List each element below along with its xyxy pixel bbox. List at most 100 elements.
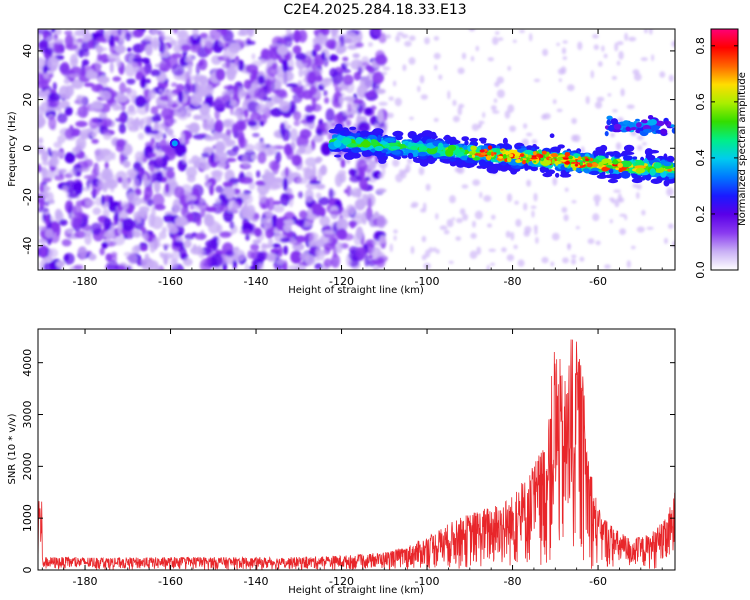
- noise-blob: [482, 112, 486, 118]
- noise-blob: [428, 247, 434, 253]
- spectrogram-x-tick-label: -60: [589, 275, 607, 288]
- echo-blob: [632, 156, 638, 160]
- noise-blob: [198, 84, 211, 97]
- noise-blob: [39, 182, 45, 194]
- noise-blob: [122, 218, 135, 232]
- noise-blob: [659, 71, 666, 78]
- noise-blob: [393, 229, 398, 234]
- noise-blob: [313, 43, 322, 52]
- noise-blob: [272, 89, 281, 94]
- noise-blob: [72, 146, 81, 155]
- spectrogram-y-axis-label: Frequency (Hz): [7, 111, 18, 187]
- noise-blob: [195, 216, 202, 227]
- noise-blob: [323, 90, 328, 97]
- noise-blob: [96, 76, 110, 84]
- noise-blob: [365, 65, 374, 71]
- echo-core-blob: [528, 154, 532, 159]
- noise-blob: [541, 256, 549, 264]
- noise-blob: [355, 212, 363, 219]
- noise-blob: [368, 160, 377, 170]
- noise-blob: [219, 231, 232, 238]
- echo-blob: [374, 145, 384, 152]
- noise-blob: [596, 96, 605, 102]
- noise-blob: [161, 226, 167, 233]
- echo-blob: [362, 152, 370, 157]
- noise-blob: [514, 200, 519, 205]
- echo-core-blob: [506, 157, 512, 163]
- noise-blob: [275, 73, 289, 85]
- noise-blob: [84, 199, 96, 207]
- noise-blob: [401, 34, 409, 39]
- noise-blob: [619, 213, 627, 217]
- noise-blob: [523, 230, 530, 237]
- noise-blob: [461, 52, 467, 60]
- noise-blob: [43, 72, 51, 79]
- noise-blob: [609, 219, 613, 224]
- noise-blob: [150, 106, 159, 115]
- snr-x-axis-label: Height of straight line (km): [288, 585, 424, 596]
- noise-blob: [324, 97, 330, 104]
- noise-blob: [266, 197, 275, 211]
- noise-blob: [595, 240, 601, 246]
- noise-blob: [155, 171, 164, 183]
- noise-blob: [225, 57, 231, 69]
- noise-blob: [461, 184, 469, 189]
- echo-blob: [461, 136, 470, 142]
- noise-blob: [53, 41, 63, 54]
- noise-blob: [646, 226, 654, 230]
- colorbar-gradient: [710, 28, 739, 271]
- noise-blob: [420, 94, 428, 100]
- noise-blob: [52, 82, 57, 91]
- echo-blob: [607, 178, 619, 184]
- echo-blob: [469, 137, 479, 142]
- noise-blob: [243, 109, 249, 118]
- echo-blob: [407, 152, 414, 159]
- echo-blob: [416, 143, 425, 147]
- noise-blob: [91, 100, 104, 113]
- noise-blob: [356, 159, 367, 174]
- noise-blob: [126, 47, 132, 52]
- noise-blob: [119, 82, 127, 94]
- noise-blob: [468, 29, 476, 32]
- noise-blob: [579, 256, 585, 262]
- noise-blob: [671, 40, 675, 48]
- noise-blob: [110, 251, 118, 257]
- noise-blob: [42, 65, 48, 74]
- noise-blob: [472, 179, 481, 186]
- noise-blob: [59, 219, 68, 226]
- echo-core-blob: [472, 156, 481, 161]
- noise-blob: [149, 130, 160, 135]
- noise-blob: [668, 74, 674, 82]
- echo-blob: [555, 172, 560, 178]
- noise-blob: [190, 205, 195, 210]
- noise-blob: [184, 233, 195, 240]
- noise-blob: [470, 232, 477, 239]
- noise-blob: [562, 56, 568, 60]
- noise-blob: [291, 154, 302, 167]
- noise-blob: [233, 84, 239, 99]
- noise-blob: [609, 197, 615, 202]
- noise-blob: [556, 42, 560, 47]
- echo-blob: [387, 142, 399, 147]
- noise-blob: [171, 103, 177, 109]
- echo-blob: [608, 173, 620, 179]
- noise-blob: [490, 105, 497, 111]
- noise-blob: [44, 89, 51, 96]
- noise-blob: [301, 144, 314, 155]
- echo-blob: [631, 178, 643, 184]
- noise-blob: [235, 119, 247, 132]
- echo-blob: [620, 152, 629, 156]
- noise-blob: [132, 230, 142, 238]
- noise-blob: [194, 74, 200, 85]
- noise-blob: [68, 192, 79, 199]
- noise-blob: [452, 115, 460, 123]
- noise-blob: [79, 128, 92, 140]
- noise-blob: [342, 110, 351, 117]
- noise-blob: [183, 83, 191, 95]
- noise-blob: [148, 241, 161, 249]
- snr-y-tick-label: 0: [21, 567, 34, 574]
- side-band-blob: [636, 122, 642, 128]
- noise-blob: [293, 111, 302, 121]
- noise-blob: [152, 193, 165, 208]
